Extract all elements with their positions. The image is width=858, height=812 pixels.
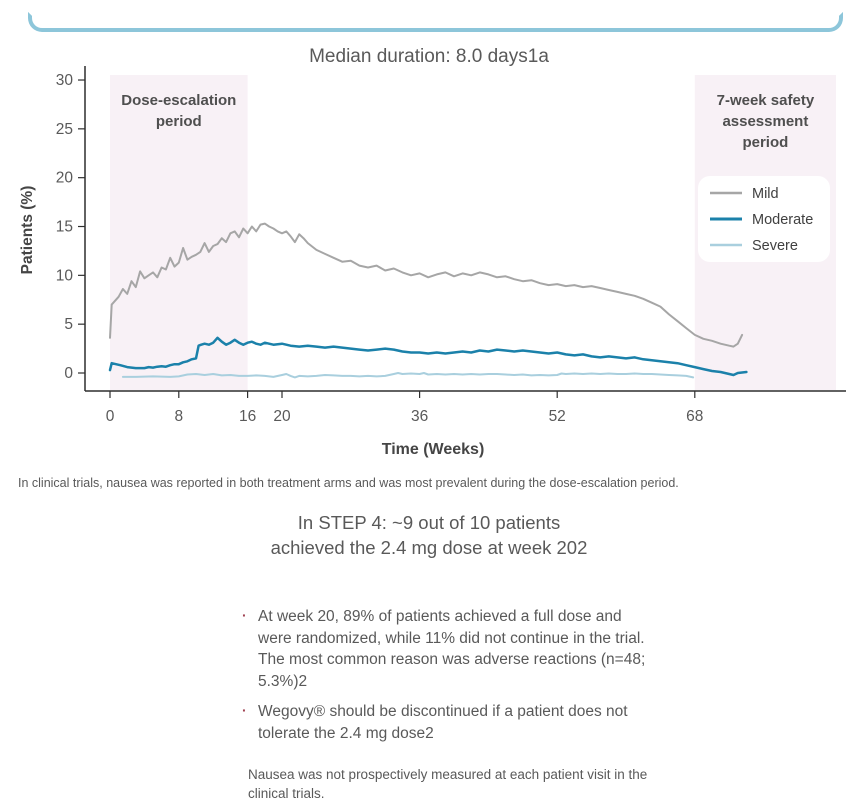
y-tick-label: 25 (56, 121, 73, 138)
x-tick-label: 36 (411, 408, 428, 425)
x-tick-label: 0 (106, 408, 115, 425)
x-tick-label: 8 (174, 408, 183, 425)
legend-box (698, 176, 830, 262)
bullet-list: At week 20, 89% of patients achieved a f… (240, 605, 652, 753)
series-line-mild (109, 222, 744, 348)
y-tick-label: 30 (56, 72, 74, 89)
series-line-moderate (108, 336, 748, 377)
bullet-item: At week 20, 89% of patients achieved a f… (240, 605, 652, 692)
period-region-label: 7-week safety (717, 92, 815, 109)
x-tick-label: 52 (549, 408, 566, 425)
period-region-label: period (156, 113, 202, 130)
x-axis-title: Time (Weeks) (381, 441, 485, 458)
chart-caption: In clinical trials, nausea was reported … (18, 476, 679, 490)
step4-heading-line1: In STEP 4: ~9 out of 10 patients (297, 512, 561, 533)
x-tick-label: 16 (239, 408, 256, 425)
y-tick-label: 15 (56, 219, 73, 236)
period-region-label: assessment (722, 113, 808, 130)
series-line-severe (121, 372, 695, 379)
y-tick-label: 0 (64, 365, 73, 382)
chart-title: Median duration: 8.0 days1a (309, 46, 549, 67)
period-region-label: Dose-escalation (121, 92, 236, 109)
period-region-0 (110, 75, 248, 390)
top-card-border (28, 12, 843, 32)
legend-label-severe: Severe (752, 238, 798, 254)
y-tick-label: 10 (56, 267, 74, 284)
x-tick-label: 20 (273, 408, 291, 425)
nausea-duration-chart: Dose-escalation period 7-week safety assess… (56, 66, 846, 425)
legend-label-moderate: Moderate (752, 212, 813, 228)
y-axis-title: Patients (%) (19, 185, 36, 275)
y-tick-label: 5 (64, 316, 73, 333)
period-region-label: period (742, 134, 788, 151)
x-tick-label: 68 (686, 408, 703, 425)
y-tick-label: 20 (56, 170, 74, 187)
footnote: Nausea was not prospectively measured at… (248, 767, 648, 801)
bullet-item: Wegovy® should be discontinued if a pati… (240, 700, 652, 744)
step4-heading: In STEP 4: ~9 out of 10 patients achieve… (0, 510, 858, 560)
step4-heading-line2: achieved the 2.4 mg dose at week 202 (270, 537, 588, 558)
legend-label-mild: Mild (752, 186, 779, 202)
